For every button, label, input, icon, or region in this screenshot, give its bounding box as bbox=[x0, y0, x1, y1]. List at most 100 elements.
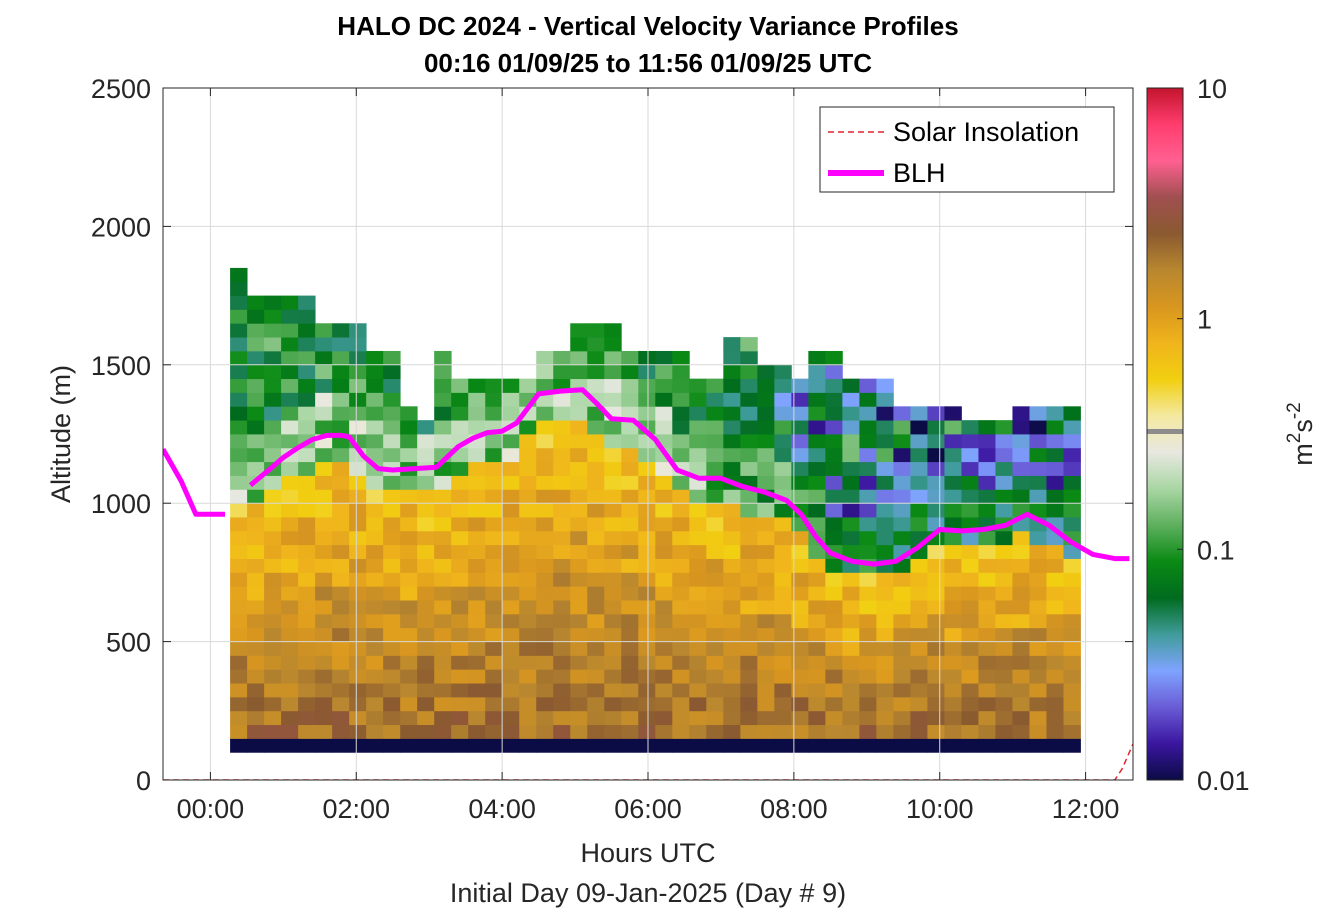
heatmap-cell bbox=[519, 627, 537, 642]
heatmap-cell bbox=[774, 655, 792, 670]
heatmap-cell bbox=[264, 503, 282, 518]
heatmap-cell bbox=[230, 724, 248, 739]
heatmap-cell bbox=[689, 586, 707, 601]
heatmap-cell bbox=[332, 572, 350, 587]
heatmap-cell bbox=[825, 738, 843, 753]
heatmap-cell bbox=[230, 572, 248, 587]
heatmap-cell bbox=[400, 406, 418, 421]
heatmap-cell bbox=[587, 641, 605, 656]
heatmap-cell bbox=[825, 710, 843, 726]
heatmap-cell bbox=[417, 696, 435, 712]
heatmap-cell bbox=[332, 655, 350, 670]
heatmap-cell bbox=[400, 600, 418, 615]
heatmap-cell bbox=[383, 627, 401, 642]
heatmap-cell bbox=[570, 724, 588, 739]
heatmap-cell bbox=[434, 350, 452, 366]
heatmap-cell bbox=[859, 447, 877, 463]
heatmap-cell bbox=[264, 572, 282, 587]
heatmap-cell bbox=[893, 434, 911, 449]
heatmap-cell bbox=[383, 613, 401, 629]
colorbar-marker bbox=[1147, 429, 1183, 434]
heatmap-cell bbox=[604, 350, 622, 366]
heatmap-cell bbox=[604, 364, 622, 380]
heatmap-cell bbox=[264, 420, 282, 435]
heatmap-cell bbox=[672, 364, 690, 380]
heatmap-cell bbox=[1029, 627, 1047, 642]
heatmap-cell bbox=[349, 544, 367, 559]
heatmap-cell bbox=[519, 378, 537, 393]
heatmap-cell bbox=[536, 447, 554, 463]
heatmap-cell bbox=[978, 655, 996, 670]
heatmap-cell bbox=[927, 669, 945, 684]
heatmap-cell bbox=[570, 655, 588, 670]
heatmap-cell bbox=[706, 600, 724, 615]
heatmap-cell bbox=[672, 724, 690, 739]
heatmap-cell bbox=[791, 406, 809, 421]
heatmap-cell bbox=[927, 641, 945, 656]
heatmap-cell bbox=[621, 378, 639, 393]
heatmap-cell bbox=[332, 641, 350, 656]
heatmap-cell bbox=[859, 641, 877, 656]
heatmap-cell bbox=[995, 669, 1013, 684]
heatmap-cell bbox=[689, 544, 707, 559]
heatmap-cell bbox=[587, 683, 605, 698]
heatmap-cell bbox=[417, 517, 435, 532]
heatmap-cell bbox=[706, 669, 724, 684]
heatmap-cell bbox=[655, 350, 673, 366]
heatmap-cell bbox=[434, 613, 452, 629]
heatmap-cell bbox=[791, 489, 809, 504]
heatmap-cell bbox=[740, 447, 758, 463]
heatmap-cell bbox=[723, 489, 741, 504]
heatmap-cell bbox=[859, 475, 877, 490]
heatmap-cell bbox=[536, 655, 554, 670]
heatmap-cell bbox=[587, 447, 605, 463]
heatmap-cell bbox=[349, 655, 367, 670]
heatmap-cell bbox=[740, 683, 758, 698]
heatmap-cell bbox=[553, 530, 571, 546]
heatmap-cell bbox=[689, 530, 707, 546]
heatmap-cell bbox=[553, 683, 571, 698]
colorbar-label-exp1: 2 bbox=[1284, 433, 1305, 444]
heatmap-cell bbox=[910, 475, 928, 490]
heatmap-cell bbox=[978, 696, 996, 712]
heatmap-cell bbox=[332, 420, 350, 435]
heatmap-cell bbox=[825, 517, 843, 532]
heatmap-cell bbox=[774, 669, 792, 684]
heatmap-cell bbox=[757, 683, 775, 698]
heatmap-cell bbox=[638, 696, 656, 712]
heatmap-cell bbox=[774, 724, 792, 739]
heatmap-cell bbox=[1012, 572, 1030, 587]
heatmap-cell bbox=[315, 669, 333, 684]
heatmap-cell bbox=[944, 420, 962, 435]
heatmap-cell bbox=[1063, 489, 1081, 504]
heatmap-cell bbox=[927, 613, 945, 629]
heatmap-cell bbox=[740, 738, 758, 753]
heatmap-cell bbox=[621, 600, 639, 615]
heatmap-cell bbox=[876, 613, 894, 629]
heatmap-cell bbox=[621, 517, 639, 532]
heatmap-cell bbox=[961, 641, 979, 656]
heatmap-cell bbox=[315, 655, 333, 670]
heatmap-cell bbox=[740, 434, 758, 449]
heatmap-cell bbox=[638, 447, 656, 463]
heatmap-cell bbox=[740, 378, 758, 393]
heatmap-cell bbox=[332, 392, 350, 407]
heatmap-cell bbox=[638, 475, 656, 490]
heatmap-cell bbox=[604, 627, 622, 642]
heatmap-cell bbox=[961, 738, 979, 753]
heatmap-cell bbox=[621, 696, 639, 712]
heatmap-cell bbox=[604, 683, 622, 698]
heatmap-cell bbox=[1046, 475, 1064, 490]
heatmap-cell bbox=[978, 434, 996, 449]
heatmap-cell bbox=[638, 724, 656, 739]
heatmap-cell bbox=[468, 572, 486, 587]
heatmap-cell bbox=[859, 420, 877, 435]
heatmap-cell bbox=[621, 475, 639, 490]
heatmap-cell bbox=[400, 613, 418, 629]
heatmap-cell bbox=[655, 461, 673, 476]
heatmap-cell bbox=[723, 461, 741, 476]
heatmap-cell bbox=[366, 600, 384, 615]
heatmap-cell bbox=[400, 655, 418, 670]
heatmap-cell bbox=[842, 434, 860, 449]
heatmap-cell bbox=[740, 406, 758, 421]
